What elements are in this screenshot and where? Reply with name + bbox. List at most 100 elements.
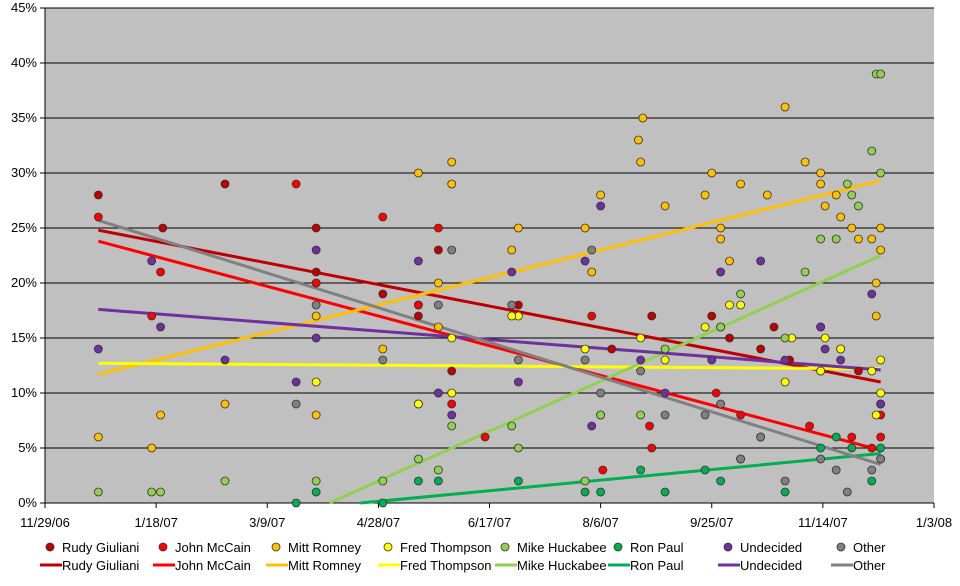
x-tick-label: 6/17/07 xyxy=(468,515,511,530)
x-tick-label: 4/28/07 xyxy=(357,515,400,530)
legend-trend-label-ron-paul: Ron Paul xyxy=(630,558,684,573)
point-ron-paul xyxy=(433,476,443,486)
point-mike-huckabee xyxy=(447,421,457,431)
point-undecided xyxy=(580,256,590,266)
legend-marker-mike-huckabee xyxy=(500,542,510,552)
point-mitt-romney xyxy=(816,179,826,189)
point-mike-huckabee xyxy=(736,289,746,299)
trendline-john-mccain xyxy=(97,239,882,452)
point-other xyxy=(831,465,841,475)
point-mitt-romney xyxy=(871,311,881,321)
point-mike-huckabee xyxy=(816,234,826,244)
point-mitt-romney xyxy=(820,201,830,211)
point-fred-thompson xyxy=(660,355,670,365)
point-fred-thompson xyxy=(507,311,517,321)
legend-label-other: Other xyxy=(853,540,886,555)
point-mike-huckabee xyxy=(867,146,877,156)
point-mitt-romney xyxy=(413,168,423,178)
point-mitt-romney xyxy=(596,190,606,200)
point-mitt-romney xyxy=(831,190,841,200)
point-ron-paul xyxy=(513,476,523,486)
point-other xyxy=(596,388,606,398)
point-ron-paul xyxy=(816,443,826,453)
y-tick-label: 40% xyxy=(11,55,37,70)
point-ron-paul xyxy=(311,487,321,497)
point-mike-huckabee xyxy=(847,190,857,200)
point-fred-thompson xyxy=(816,366,826,376)
point-mike-huckabee xyxy=(876,168,886,178)
legend-trend-label-john-mccain: John McCain xyxy=(175,558,251,573)
point-mike-huckabee xyxy=(716,322,726,332)
point-other xyxy=(867,465,877,475)
point-undecided xyxy=(756,256,766,266)
point-fred-thompson xyxy=(876,388,886,398)
point-mike-huckabee xyxy=(220,476,230,486)
point-mitt-romney xyxy=(513,223,523,233)
point-ron-paul xyxy=(876,443,886,453)
x-tick-label: 3/9/07 xyxy=(249,515,285,530)
point-mike-huckabee xyxy=(507,421,517,431)
point-mike-huckabee xyxy=(800,267,810,277)
legend-label-undecided: Undecided xyxy=(740,540,802,555)
point-john-mccain xyxy=(645,421,654,431)
point-john-mccain xyxy=(447,399,457,409)
point-mitt-romney xyxy=(762,190,772,200)
point-ron-paul xyxy=(660,487,670,497)
point-mike-huckabee xyxy=(876,69,886,79)
point-other xyxy=(580,355,590,365)
point-undecided xyxy=(867,289,877,299)
point-fred-thompson xyxy=(447,388,457,398)
point-undecided xyxy=(596,201,606,211)
point-mitt-romney xyxy=(147,443,157,453)
point-mike-huckabee xyxy=(147,487,157,497)
point-john-mccain xyxy=(847,432,857,442)
point-undecided xyxy=(716,267,726,277)
point-rudy-giuliani xyxy=(158,223,168,233)
point-mitt-romney xyxy=(707,168,717,178)
point-mike-huckabee xyxy=(660,344,670,354)
point-john-mccain xyxy=(480,432,490,442)
point-mitt-romney xyxy=(634,135,643,145)
point-mitt-romney xyxy=(876,223,886,233)
point-mitt-romney xyxy=(580,223,590,233)
point-fred-thompson xyxy=(311,377,321,387)
trendline-other xyxy=(97,218,882,466)
point-ron-paul xyxy=(847,443,857,453)
legend-trend-label-mike-huckabee: Mike Huckabee xyxy=(517,558,607,573)
point-rudy-giuliani xyxy=(378,289,388,299)
point-rudy-giuliani xyxy=(647,311,657,321)
point-mike-huckabee xyxy=(413,454,423,464)
point-mitt-romney xyxy=(311,410,321,420)
point-mitt-romney xyxy=(660,201,670,211)
point-undecided xyxy=(413,256,423,266)
point-mitt-romney xyxy=(507,245,517,255)
point-fred-thompson xyxy=(580,344,590,354)
legend-trend-label-rudy-giuliani: Rudy Giuliani xyxy=(62,558,139,573)
point-undecided xyxy=(816,322,826,332)
point-mitt-romney xyxy=(867,234,877,244)
point-mike-huckabee xyxy=(636,410,646,420)
point-john-mccain xyxy=(378,212,388,222)
legend-marker-fred-thompson xyxy=(383,542,393,552)
point-ron-paul xyxy=(378,498,388,508)
legend-trend-label-undecided: Undecided xyxy=(740,558,802,573)
point-ron-paul xyxy=(580,487,590,497)
legend-label-ron-paul: Ron Paul xyxy=(630,540,684,555)
legend-label-fred-thompson: Fred Thompson xyxy=(400,540,492,555)
point-undecided xyxy=(447,410,457,420)
point-mitt-romney xyxy=(816,168,826,178)
trendline-ron-paul xyxy=(360,452,881,505)
point-rudy-giuliani xyxy=(220,179,230,189)
legend-marker-other xyxy=(836,542,846,552)
legend-marker-mitt-romney xyxy=(271,542,281,552)
point-mitt-romney xyxy=(716,234,726,244)
y-tick-label: 25% xyxy=(11,220,37,235)
point-mitt-romney xyxy=(700,190,710,200)
x-tick-label: 11/29/06 xyxy=(20,515,70,530)
point-other xyxy=(716,399,726,409)
point-mitt-romney xyxy=(876,245,886,255)
point-mitt-romney xyxy=(716,223,726,233)
point-john-mccain xyxy=(711,388,721,398)
gridlines xyxy=(45,7,934,449)
point-john-mccain xyxy=(93,212,103,222)
